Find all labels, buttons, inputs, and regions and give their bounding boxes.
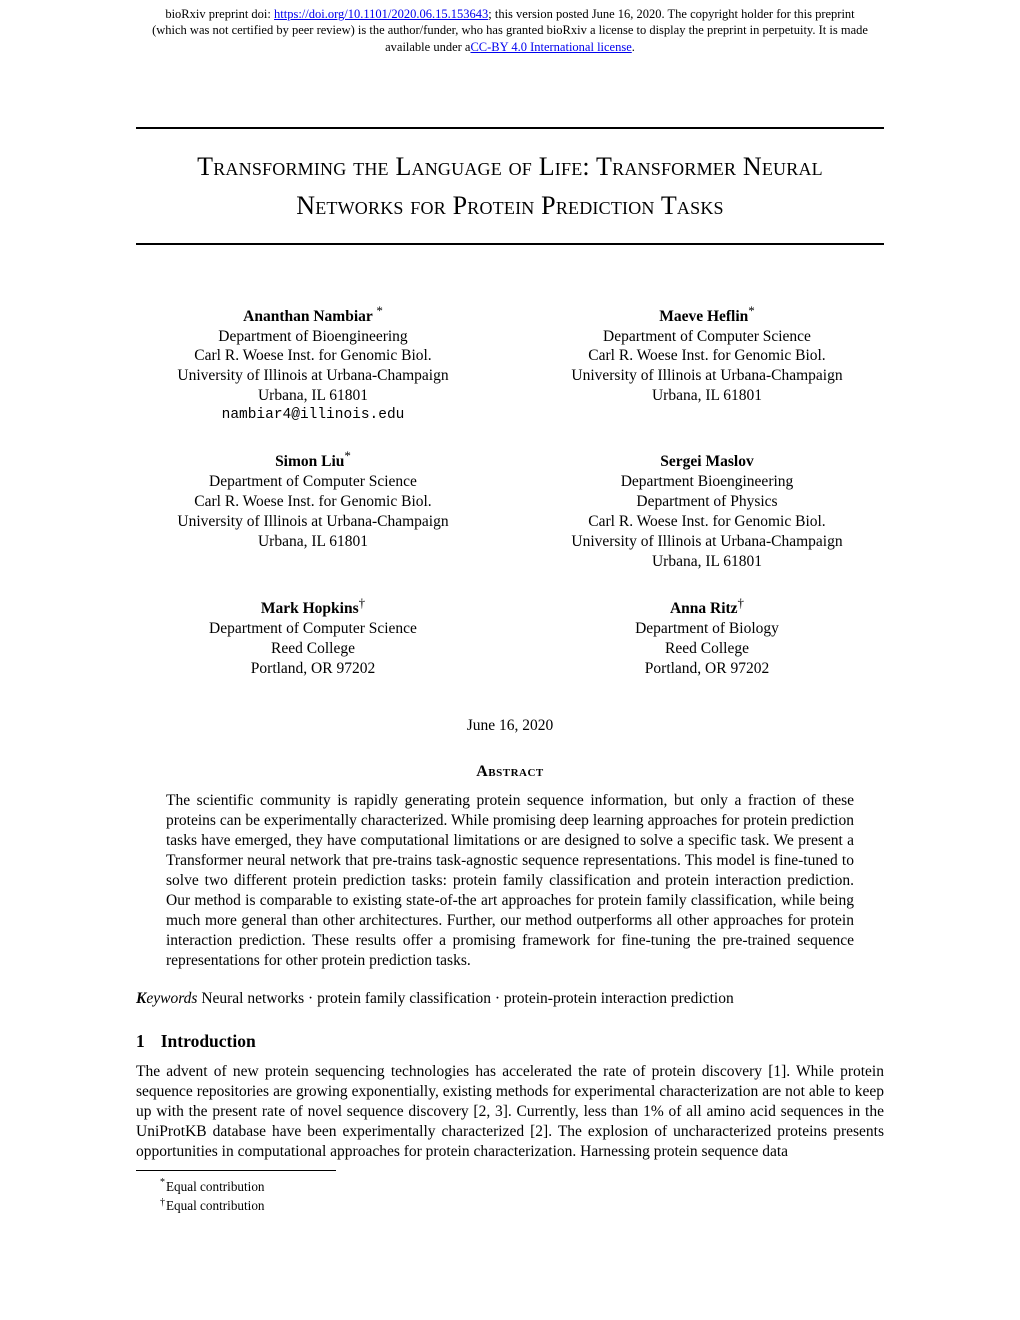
- author-block: Anna Ritz† Department of Biology Reed Co…: [530, 599, 884, 678]
- preprint-prefix: bioRxiv preprint doi:: [165, 7, 274, 21]
- keywords-label-rest: eywords: [146, 990, 197, 1007]
- author-block: Sergei Maslov Department Bioengineering …: [530, 452, 884, 571]
- footnote: *Equal contribution: [160, 1177, 884, 1197]
- author-affil: University of Illinois at Urbana-Champai…: [136, 366, 490, 386]
- author-name: Anna Ritz: [670, 600, 738, 617]
- author-affil: Urbana, IL 61801: [530, 386, 884, 406]
- author-affil: Department of Bioengineering: [136, 327, 490, 347]
- footnotes: *Equal contribution †Equal contribution: [136, 1177, 884, 1217]
- page-content: Transforming the Language of Life: Trans…: [0, 55, 1020, 1216]
- doi-link[interactable]: https://doi.org/10.1101/2020.06.15.15364…: [274, 7, 488, 21]
- author-sup: †: [359, 595, 366, 610]
- author-affil: Carl R. Woese Inst. for Genomic Biol.: [136, 492, 490, 512]
- preprint-header: bioRxiv preprint doi: https://doi.org/10…: [0, 0, 1020, 55]
- author-affil: Department of Biology: [530, 619, 884, 639]
- author-affil: Carl R. Woese Inst. for Genomic Biol.: [136, 346, 490, 366]
- author-affil: Reed College: [530, 639, 884, 659]
- preprint-suffix: ; this version posted June 16, 2020. The…: [488, 7, 854, 21]
- author-block: Simon Liu* Department of Computer Scienc…: [136, 452, 490, 571]
- abstract-text: The scientific community is rapidly gene…: [136, 791, 884, 971]
- author-affil: Department Bioengineering: [530, 472, 884, 492]
- author-name: Simon Liu: [275, 453, 344, 470]
- author-affil: Urbana, IL 61801: [136, 386, 490, 406]
- author-affil: Urbana, IL 61801: [530, 552, 884, 572]
- author-sup: *: [376, 303, 383, 318]
- footnote-text: Equal contribution: [166, 1198, 265, 1213]
- author-email: nambiar4@illinois.edu: [136, 406, 490, 425]
- author-affil: Department of Computer Science: [530, 327, 884, 347]
- footnote-mark: †: [160, 1197, 165, 1208]
- preprint-l3-suffix: .: [632, 40, 635, 54]
- preprint-line-1: bioRxiv preprint doi: https://doi.org/10…: [70, 6, 950, 22]
- footnote: †Equal contribution: [160, 1196, 884, 1216]
- author-block: Ananthan Nambiar * Department of Bioengi…: [136, 307, 490, 425]
- preprint-l3-prefix: available under a: [385, 40, 470, 54]
- section-heading: 1 Introduction: [136, 1031, 884, 1052]
- footnote-mark: *: [160, 1177, 165, 1188]
- author-affil: University of Illinois at Urbana-Champai…: [530, 532, 884, 552]
- authors-grid: Ananthan Nambiar * Department of Bioengi…: [136, 307, 884, 679]
- author-name: Maeve Heflin: [659, 308, 748, 325]
- footnote-text: Equal contribution: [166, 1179, 265, 1194]
- license-link[interactable]: CC-BY 4.0 International license: [470, 40, 631, 54]
- abstract-heading: Abstract: [136, 763, 884, 781]
- author-affil: Department of Computer Science: [136, 619, 490, 639]
- keywords: Keywords Neural networks · protein famil…: [136, 989, 884, 1009]
- paper-title: Transforming the Language of Life: Trans…: [136, 147, 884, 225]
- keywords-label-bold: K: [136, 990, 146, 1007]
- title-rule-top: [136, 127, 884, 129]
- author-name: Mark Hopkins: [261, 600, 359, 617]
- author-sup: †: [738, 595, 745, 610]
- author-affil: University of Illinois at Urbana-Champai…: [136, 512, 490, 532]
- footnote-rule: [136, 1170, 336, 1171]
- author-affil: Carl R. Woese Inst. for Genomic Biol.: [530, 512, 884, 532]
- author-affil: Carl R. Woese Inst. for Genomic Biol.: [530, 346, 884, 366]
- author-affil: Department of Physics: [530, 492, 884, 512]
- section-title: Introduction: [161, 1031, 256, 1051]
- date: June 16, 2020: [136, 717, 884, 735]
- author-block: Mark Hopkins† Department of Computer Sci…: [136, 599, 490, 678]
- author-affil: Portland, OR 97202: [136, 659, 490, 679]
- author-affil: Department of Computer Science: [136, 472, 490, 492]
- author-block: Maeve Heflin* Department of Computer Sci…: [530, 307, 884, 425]
- author-affil: Urbana, IL 61801: [136, 532, 490, 552]
- keywords-text: Neural networks · protein family classif…: [197, 990, 733, 1007]
- author-affil: Portland, OR 97202: [530, 659, 884, 679]
- author-name: Sergei Maslov: [660, 453, 753, 470]
- title-rule-bottom: [136, 243, 884, 245]
- author-sup: *: [748, 303, 755, 318]
- preprint-line-2: (which was not certified by peer review)…: [70, 22, 950, 38]
- keywords-label: Keywords: [136, 990, 197, 1007]
- author-affil: Reed College: [136, 639, 490, 659]
- author-sup: *: [344, 448, 351, 463]
- author-affil: University of Illinois at Urbana-Champai…: [530, 366, 884, 386]
- section-number: 1: [136, 1031, 145, 1051]
- intro-paragraph: The advent of new protein sequencing tec…: [136, 1062, 884, 1162]
- preprint-line-3: available under aCC-BY 4.0 International…: [70, 39, 950, 55]
- author-name: Ananthan Nambiar: [243, 308, 376, 325]
